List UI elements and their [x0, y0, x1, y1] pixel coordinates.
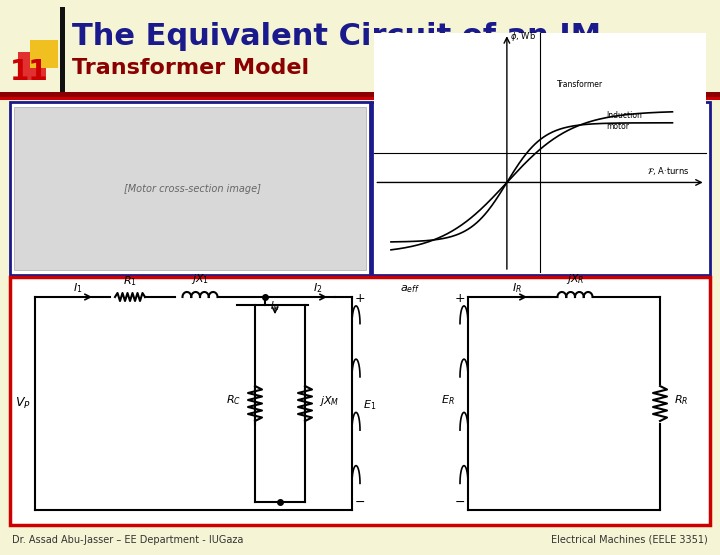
Text: [Motor cross-section image]: [Motor cross-section image] [124, 184, 261, 194]
Bar [372, 102, 710, 275]
Text: Induction
motor: Induction motor [606, 112, 642, 131]
Text: Transformer Model: Transformer Model [72, 58, 309, 78]
Text: $R_R$: $R_R$ [674, 393, 688, 407]
Bar [0, 0, 720, 95]
Text: $-$: $-$ [354, 495, 366, 508]
Text: +: + [455, 292, 465, 305]
Text: $I_2$: $I_2$ [313, 281, 323, 295]
Bar [14, 107, 366, 270]
Text: $E_R$: $E_R$ [441, 393, 455, 407]
Text: 11: 11 [10, 58, 48, 86]
Text: $-$: $-$ [454, 495, 466, 508]
Text: $R_1$: $R_1$ [123, 274, 137, 288]
Text: Dr. Assad Abu-Jasser – EE Department - IUGaza: Dr. Assad Abu-Jasser – EE Department - I… [12, 535, 243, 545]
Bar [60, 7, 65, 92]
Bar [0, 92, 720, 97]
Bar [10, 102, 370, 275]
Bar [18, 52, 46, 80]
Text: $jX_R$: $jX_R$ [566, 272, 585, 286]
Text: $E_1$: $E_1$ [363, 398, 377, 412]
Text: +: + [355, 292, 365, 305]
Bar [30, 40, 58, 68]
Text: Transformer: Transformer [557, 80, 603, 89]
Text: The Equivalent Circuit of an IM: The Equivalent Circuit of an IM [72, 22, 601, 51]
Text: $I_M$: $I_M$ [270, 299, 281, 313]
Bar [0, 97, 720, 100]
Text: $jX_1$: $jX_1$ [191, 272, 209, 286]
Text: $jX_M$: $jX_M$ [319, 393, 339, 407]
Text: $I_R$: $I_R$ [512, 281, 522, 295]
Text: $\mathcal{F}$, A·turns: $\mathcal{F}$, A·turns [647, 164, 689, 176]
Text: $\phi$, Wb: $\phi$, Wb [510, 31, 536, 43]
Text: $a_{eff}$: $a_{eff}$ [400, 283, 420, 295]
Bar [10, 277, 710, 525]
Text: $R_C$: $R_C$ [226, 393, 241, 407]
Text: Electrical Machines (EELE 3351): Electrical Machines (EELE 3351) [552, 535, 708, 545]
Text: $V_P$: $V_P$ [15, 396, 31, 411]
Text: $I_1$: $I_1$ [73, 281, 83, 295]
